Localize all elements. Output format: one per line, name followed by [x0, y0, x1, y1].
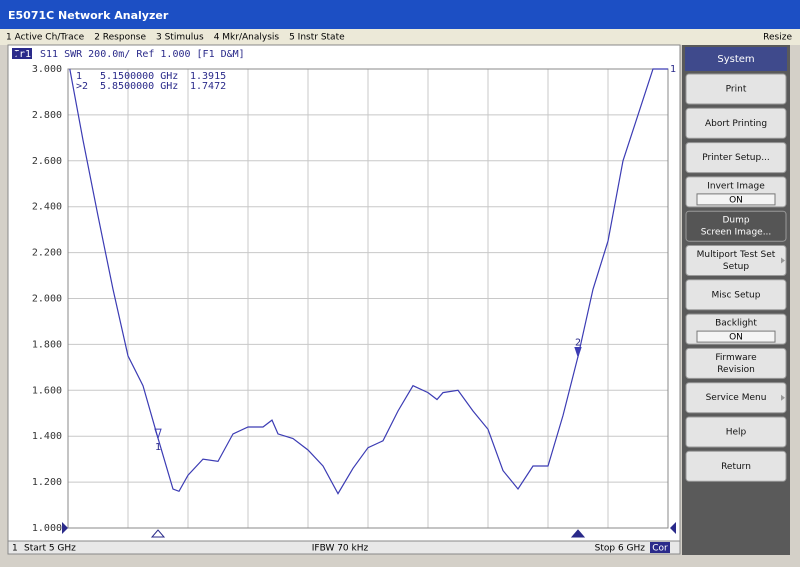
softkey-label: Printer Setup... [702, 153, 770, 163]
softkey[interactable] [685, 416, 787, 448]
status-ifbw: IFBW 70 kHz [312, 544, 369, 554]
marker-stimulus [150, 529, 166, 538]
softkey-label: Setup [723, 262, 749, 272]
status-bar [7, 540, 681, 555]
marker-stimulus [570, 529, 586, 538]
y-tick-label: 2.200 [32, 248, 62, 259]
status-channel: 1 [12, 544, 18, 554]
marker-readout-id: >2 [76, 81, 88, 92]
marker-readout-id: 1 [76, 71, 82, 82]
y-tick-label: 2.600 [32, 156, 62, 167]
window-title: E5071C Network Analyzer [8, 9, 169, 22]
ref-indicator [62, 522, 68, 534]
softkey-label: Return [721, 462, 751, 472]
marker-readout-freq: 5.1500000 GHz [100, 71, 178, 82]
softkey-state-box [696, 330, 776, 343]
marker-id: 2 [575, 338, 581, 349]
trace-tag[interactable] [12, 48, 32, 59]
marker-readout-value: 1.3915 [190, 71, 226, 82]
softkey-label: Firmware [715, 353, 757, 363]
softkey[interactable] [685, 382, 787, 414]
softkey[interactable] [685, 210, 787, 242]
softkey[interactable] [685, 107, 787, 139]
y-tick-label: 1.800 [32, 339, 62, 350]
trace-label: Tr1 [13, 49, 31, 60]
softkey-label: Dump [722, 216, 749, 226]
softkey-label: Multiport Test Set [697, 250, 776, 260]
marker-id: 1 [155, 442, 161, 453]
chart-area [7, 44, 681, 542]
softkey[interactable] [685, 142, 787, 174]
marker-readout-freq: 5.8500000 GHz [100, 81, 178, 92]
y-tick-label: 1.600 [32, 385, 62, 396]
y-tick-label: 3.000 [32, 64, 62, 75]
marker-readout-value: 1.7472 [190, 81, 226, 92]
plot-frame [67, 68, 669, 529]
status-stop: Stop 6 GHz [595, 544, 646, 554]
menu-item[interactable]: 4 Mkr/Analysis [214, 33, 280, 43]
softkey[interactable] [685, 279, 787, 311]
ref-indicator [670, 522, 676, 534]
cor-tag [650, 542, 670, 553]
y-tick-label: 1.200 [32, 477, 62, 488]
softkey-label: Help [726, 428, 747, 438]
marker-symbol [154, 428, 162, 440]
y-tick-label: 1.400 [32, 431, 62, 442]
y-tick-label: 2.800 [32, 110, 62, 121]
menu-item[interactable]: 3 Stimulus [156, 33, 204, 43]
softkey[interactable] [685, 450, 787, 482]
status-start: Start 5 GHz [24, 544, 76, 554]
softkey-label: Screen Image... [701, 228, 772, 238]
menu-item[interactable]: Resize [763, 33, 792, 43]
marker-symbol [574, 347, 582, 359]
chart-title: S11 SWR 200.0m/ Ref 1.000 [F1 D&M] [40, 49, 245, 60]
submenu-arrow [781, 257, 785, 264]
softkey-label: Backlight [715, 319, 757, 329]
menu-item[interactable]: 5 Instr State [289, 33, 345, 43]
menu-item[interactable]: 1 Active Ch/Trace [6, 33, 85, 43]
title-bar [0, 0, 800, 29]
softkey-label: Abort Printing [705, 119, 767, 129]
softkey[interactable] [685, 245, 787, 276]
status-cor: Cor [652, 544, 668, 554]
trace [69, 68, 668, 495]
softkey-label: Misc Setup [712, 290, 761, 300]
y-tick-label: 2.400 [32, 202, 62, 213]
softkey-state: ON [729, 195, 743, 205]
ref-label: 1 [670, 64, 676, 75]
softkey-state-box [696, 193, 776, 206]
menu-bar [0, 29, 800, 45]
softkey[interactable] [685, 73, 787, 105]
softkey-label: Print [726, 85, 747, 95]
ref-indicator [13, 49, 19, 58]
softkey-header: System [717, 54, 754, 65]
y-tick-label: 1.000 [32, 523, 62, 534]
softkey-header-bg [685, 47, 787, 71]
submenu-arrow [781, 394, 785, 401]
softkey-state: ON [729, 333, 743, 343]
softkey-label: Invert Image [707, 181, 765, 191]
softkey-label: Revision [717, 365, 755, 375]
softkey-label: Service Menu [706, 393, 767, 403]
y-tick-label: 2.000 [32, 294, 62, 305]
menu-item[interactable]: 2 Response [94, 33, 146, 43]
softkey[interactable] [685, 347, 787, 379]
